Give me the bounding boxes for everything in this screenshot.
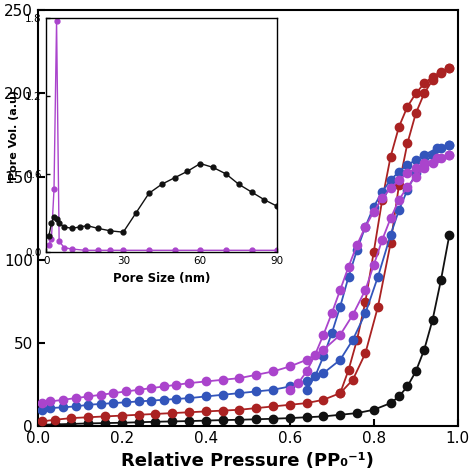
X-axis label: Relative Pressure (PP₀⁻¹): Relative Pressure (PP₀⁻¹) [121,452,374,470]
